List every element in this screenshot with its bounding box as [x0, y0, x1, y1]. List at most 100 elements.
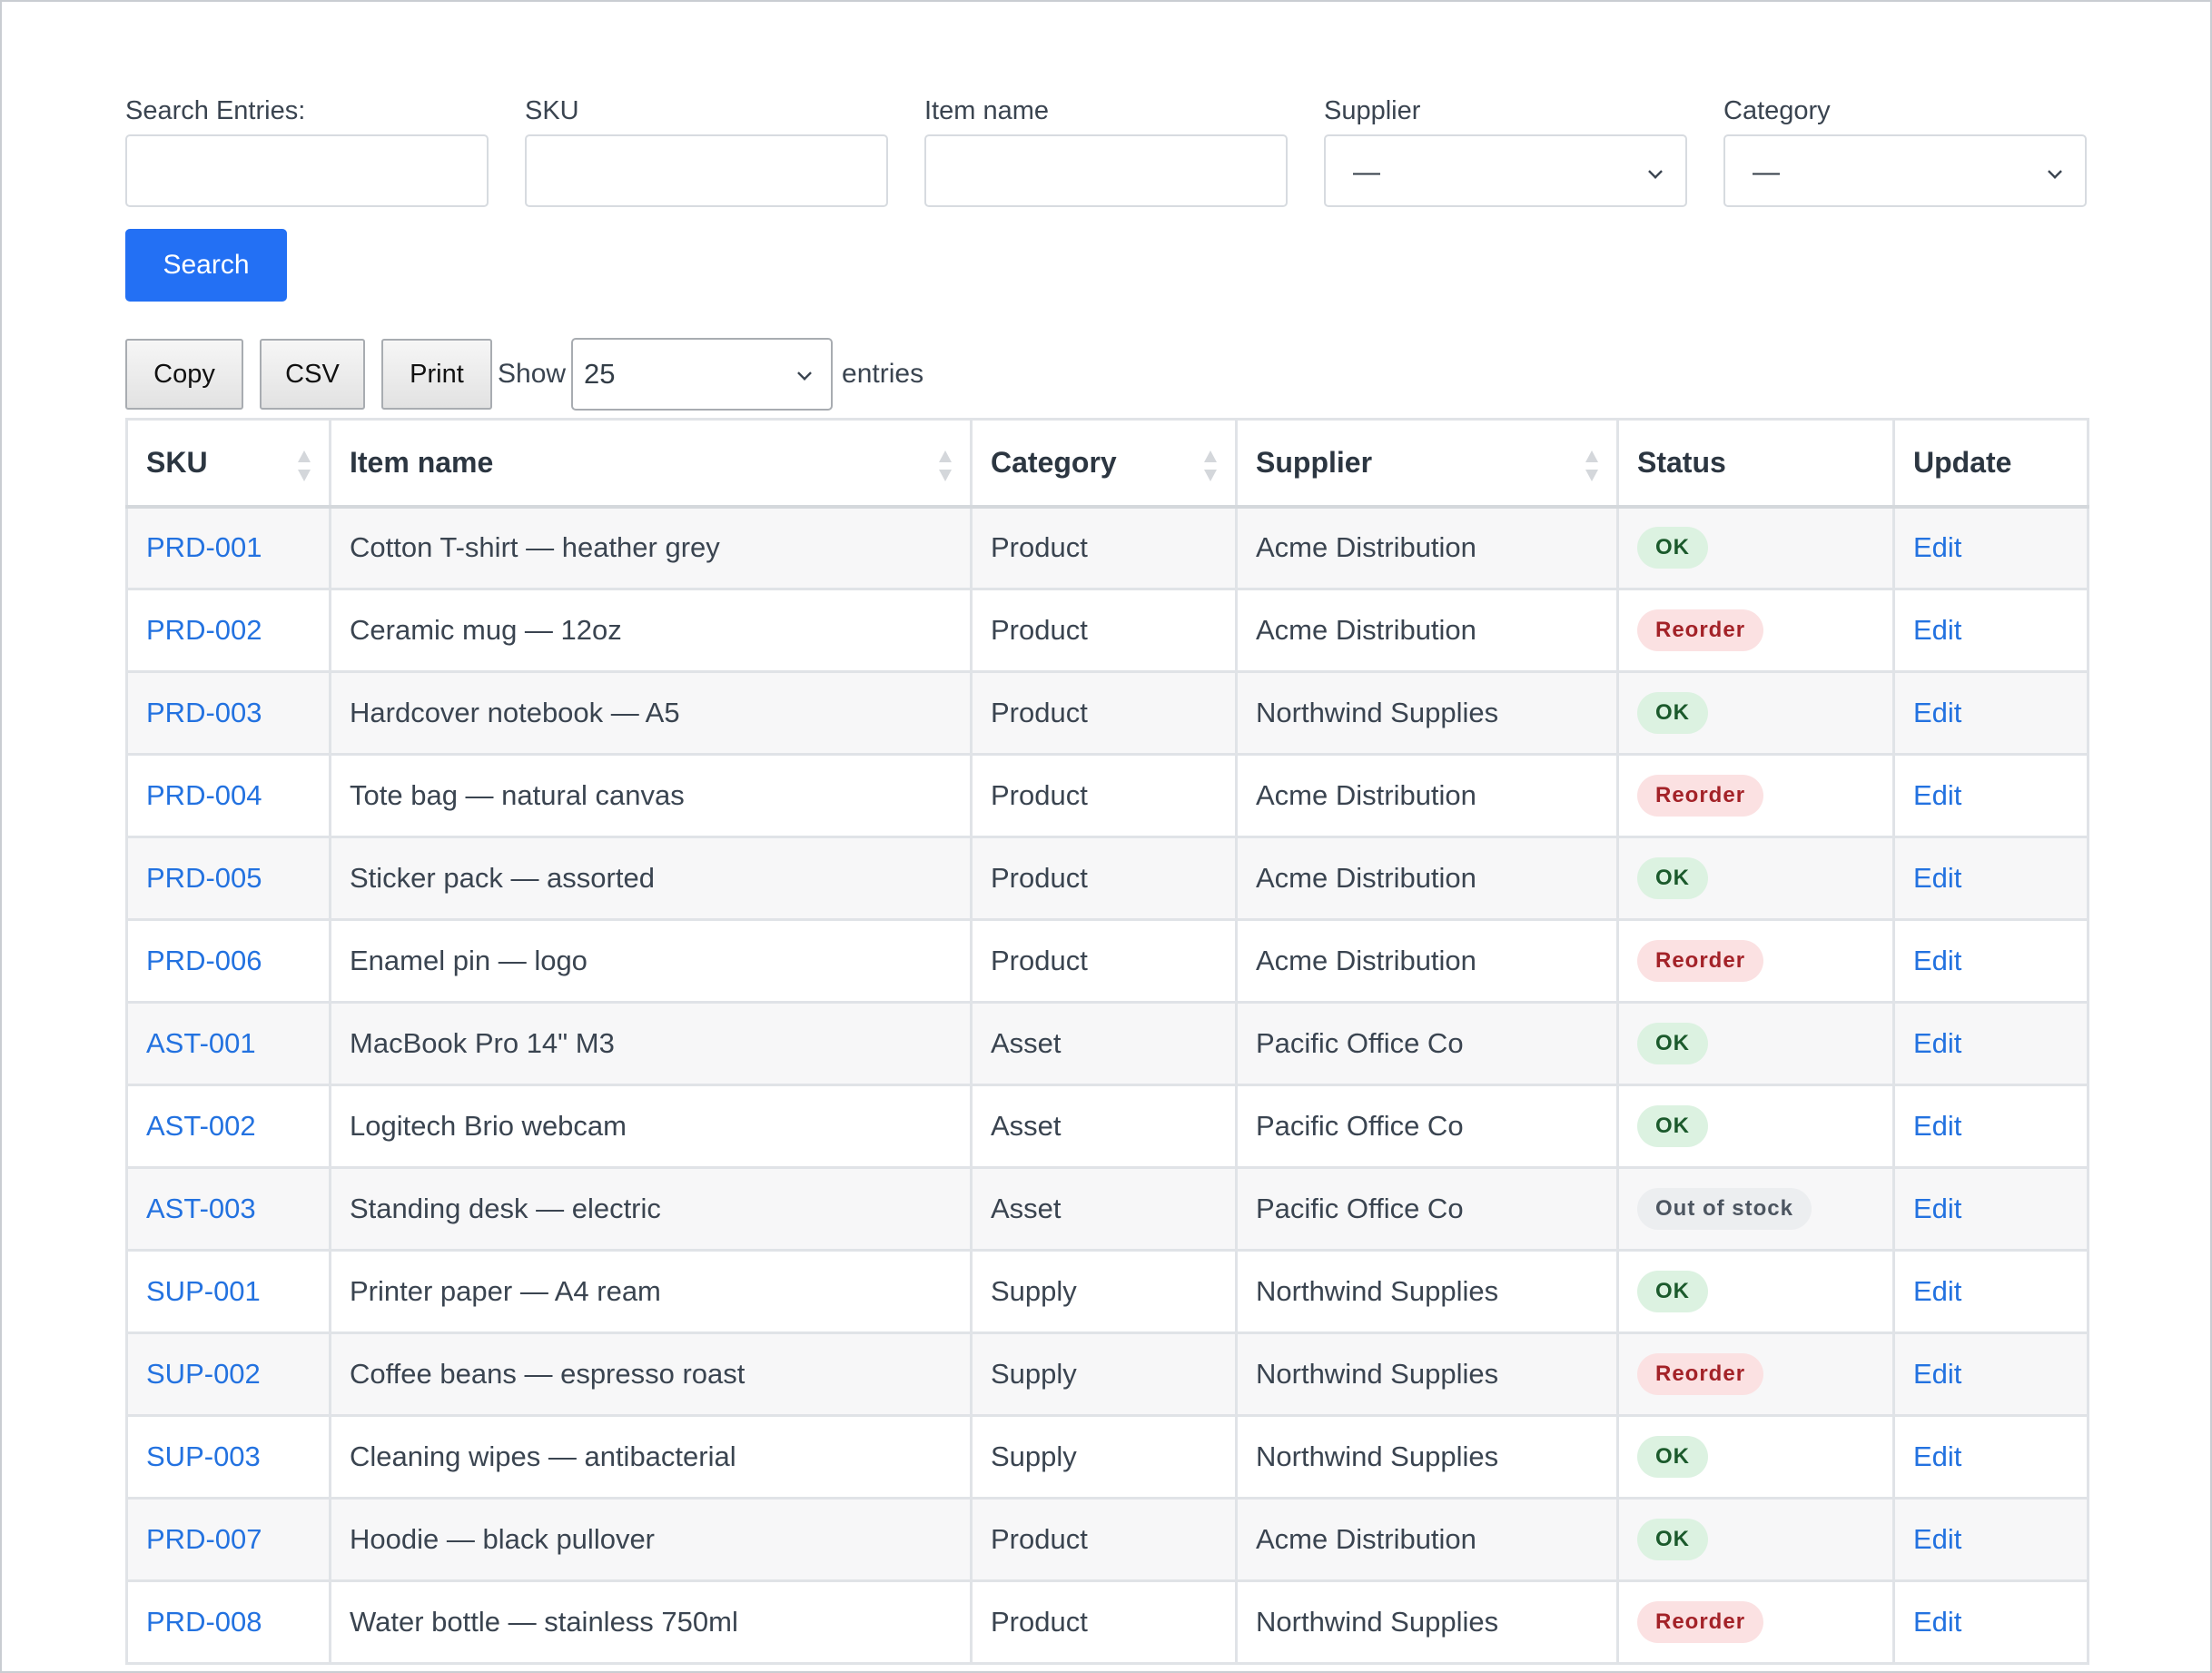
status-cell: OK [1616, 1249, 1895, 1334]
sku-link[interactable]: PRD-001 [146, 531, 262, 564]
page-length-select[interactable]: 25 [571, 338, 834, 411]
category-cell: Product [970, 753, 1238, 838]
table-toolbar: Copy CSV Print Show 25 entries [125, 338, 2087, 411]
category-cell: Supply [970, 1249, 1238, 1334]
table-row: PRD-005 Sticker pack — assorted Product Acm… [125, 836, 2089, 921]
status-cell: OK [1616, 836, 1895, 921]
entries-label: entries [842, 359, 924, 389]
sort-icon [1585, 450, 1598, 481]
sku-link[interactable]: PRD-005 [146, 862, 262, 894]
sku-link[interactable]: PRD-002 [146, 614, 262, 646]
search-entries-input[interactable] [125, 134, 489, 207]
edit-link[interactable]: Edit [1913, 1440, 1962, 1472]
category-cell: Product [970, 588, 1238, 673]
supplier-cell: Northwind Supplies [1235, 1331, 1619, 1417]
sku-link[interactable]: PRD-008 [146, 1606, 262, 1638]
sort-icon [298, 450, 311, 481]
sku-link[interactable]: PRD-007 [146, 1523, 262, 1555]
supplier-cell: Pacific Office Co [1235, 1001, 1619, 1086]
table-row: AST-003 Standing desk — electric Asset Paci… [125, 1166, 2089, 1252]
status-cell: Reorder [1616, 1579, 1895, 1665]
sort-icon [939, 450, 952, 481]
supplier-cell: Pacific Office Co [1235, 1166, 1619, 1252]
category-cell: Product [970, 670, 1238, 756]
sku-link[interactable]: SUP-001 [146, 1275, 261, 1307]
category-column-header[interactable]: Category [970, 418, 1238, 509]
category-select[interactable]: — [1723, 134, 2087, 207]
sku-column-header[interactable]: SKU [125, 418, 331, 509]
csv-button[interactable]: CSV [260, 339, 365, 410]
sku-filter: SKU [525, 93, 888, 207]
status-cell: OK [1616, 1001, 1895, 1086]
filter-row: Search Entries: SKU Item name Supplier [125, 93, 2087, 207]
supplier-select[interactable]: — [1324, 134, 1687, 207]
print-button[interactable]: Print [381, 339, 492, 410]
item-name-cell: Sticker pack — assorted [329, 836, 973, 921]
status-badge: OK [1637, 1436, 1708, 1478]
sku-cell: PRD-006 [125, 918, 331, 1004]
item-name-cell: Cleaning wipes — antibacterial [329, 1414, 973, 1500]
supplier-cell: Northwind Supplies [1235, 1414, 1619, 1500]
table-header-row: SKU Item name Category Supplier Status U… [125, 418, 2089, 509]
supplier-column-header[interactable]: Supplier [1235, 418, 1619, 509]
table-row: PRD-002 Ceramic mug — 12oz Product Acme Dis… [125, 588, 2089, 673]
sku-link[interactable]: SUP-003 [146, 1440, 261, 1472]
edit-link[interactable]: Edit [1913, 1358, 1962, 1390]
edit-link[interactable]: Edit [1913, 1275, 1962, 1307]
update-column-header: Update [1892, 418, 2089, 509]
edit-link[interactable]: Edit [1913, 697, 1962, 728]
item-name-filter: Item name [924, 93, 1288, 207]
edit-link[interactable]: Edit [1913, 1110, 1962, 1142]
sku-link[interactable]: SUP-002 [146, 1358, 261, 1390]
status-badge: Reorder [1637, 609, 1764, 651]
status-badge: OK [1637, 527, 1708, 569]
sku-input[interactable] [525, 134, 888, 207]
sku-link[interactable]: AST-003 [146, 1193, 256, 1224]
category-header-label: Category [991, 445, 1117, 479]
sku-link[interactable]: PRD-003 [146, 697, 262, 728]
status-cell: Out of stock [1616, 1166, 1895, 1252]
table-row: PRD-008 Water bottle — stainless 750ml Pro… [125, 1579, 2089, 1665]
table-row: PRD-003 Hardcover notebook — A5 Product Nor… [125, 670, 2089, 756]
supplier-cell: Acme Distribution [1235, 753, 1619, 838]
sku-link[interactable]: PRD-004 [146, 779, 262, 811]
sku-cell: PRD-003 [125, 670, 331, 756]
edit-link[interactable]: Edit [1913, 1193, 1962, 1224]
item-name-cell: Hardcover notebook — A5 [329, 670, 973, 756]
table-row: AST-001 MacBook Pro 14" M3 Asset Pacific Of… [125, 1001, 2089, 1086]
item-name-column-header[interactable]: Item name [329, 418, 973, 509]
item-name-cell: MacBook Pro 14" M3 [329, 1001, 973, 1086]
status-header-label: Status [1637, 445, 1726, 479]
edit-link[interactable]: Edit [1913, 1027, 1962, 1059]
table-row: AST-002 Logitech Brio webcam Asset Pacific … [125, 1084, 2089, 1169]
edit-link[interactable]: Edit [1913, 614, 1962, 646]
category-cell: Product [970, 1579, 1238, 1665]
status-badge: Out of stock [1637, 1188, 1812, 1230]
supplier-cell: Northwind Supplies [1235, 670, 1619, 756]
status-badge: OK [1637, 692, 1708, 734]
edit-link[interactable]: Edit [1913, 945, 1962, 976]
status-cell: Reorder [1616, 918, 1895, 1004]
sku-link[interactable]: PRD-006 [146, 945, 262, 976]
category-selected-value: — [1753, 157, 1780, 187]
search-button[interactable]: Search [125, 229, 287, 302]
sku-link[interactable]: AST-002 [146, 1110, 256, 1142]
item-name-cell: Water bottle — stainless 750ml [329, 1579, 973, 1665]
edit-link[interactable]: Edit [1913, 779, 1962, 811]
supplier-cell: Pacific Office Co [1235, 1084, 1619, 1169]
status-badge: Reorder [1637, 775, 1764, 817]
sku-link[interactable]: AST-001 [146, 1027, 256, 1059]
edit-link[interactable]: Edit [1913, 862, 1962, 894]
table-body: PRD-001 Cotton T-shirt — heather grey Prod… [125, 505, 2089, 1665]
sku-cell: PRD-005 [125, 836, 331, 921]
item-name-cell: Printer paper — A4 ream [329, 1249, 973, 1334]
edit-link[interactable]: Edit [1913, 531, 1962, 564]
category-cell: Asset [970, 1001, 1238, 1086]
update-cell: Edit [1892, 1331, 2089, 1417]
edit-link[interactable]: Edit [1913, 1523, 1962, 1555]
sku-cell: SUP-001 [125, 1249, 331, 1334]
supplier-cell: Acme Distribution [1235, 836, 1619, 921]
edit-link[interactable]: Edit [1913, 1606, 1962, 1638]
copy-button[interactable]: Copy [125, 339, 243, 410]
item-name-input[interactable] [924, 134, 1288, 207]
